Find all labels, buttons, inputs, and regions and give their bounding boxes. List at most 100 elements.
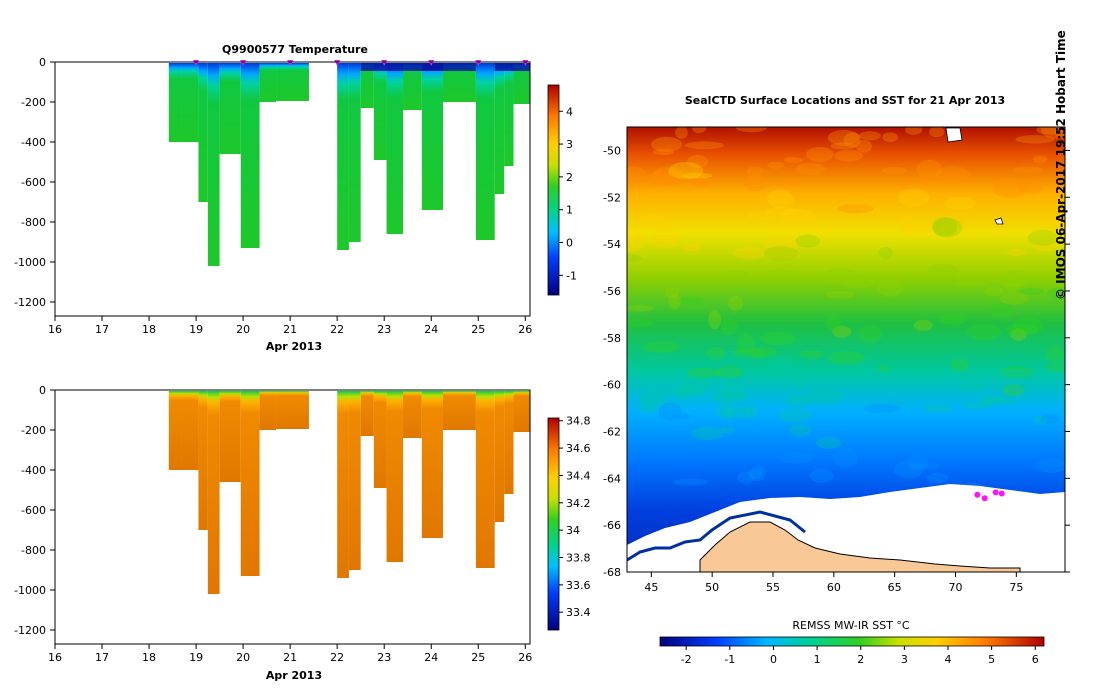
sst-blob <box>691 426 724 441</box>
sst-blob <box>795 234 821 248</box>
profile-column <box>403 391 422 438</box>
sst-blob <box>666 386 706 397</box>
sst-blob <box>876 278 904 297</box>
profile-column <box>198 63 208 202</box>
sst-blob <box>863 403 901 414</box>
sst-blob <box>821 268 861 285</box>
sst-blob <box>1032 239 1059 252</box>
sst-blob <box>777 408 813 423</box>
map-y-tick-label: -50 <box>603 144 621 157</box>
sst-blob <box>778 208 816 228</box>
y-tick-label: -400 <box>21 136 46 149</box>
profile-column <box>240 391 260 576</box>
sst-blob <box>746 166 764 178</box>
x-tick-label: 25 <box>471 323 485 336</box>
sst-blob <box>727 295 744 311</box>
sst-colorbar <box>659 636 1045 647</box>
map-title: SealCTD Surface Locations and SST for 21… <box>685 94 1005 107</box>
sst-blob <box>950 359 969 372</box>
temperature-y-ticks: 0 -200 -400 -600 -800 -1000 -1200 <box>14 56 55 309</box>
profile-column <box>276 63 309 101</box>
x-tick-label: 20 <box>236 651 250 664</box>
sst-blob <box>708 309 721 330</box>
colorbar-tick-label: -1 <box>566 269 577 282</box>
sst-blob <box>721 426 735 434</box>
sst-blob <box>668 161 704 180</box>
sst-blob <box>627 319 654 328</box>
sst-blob <box>735 127 768 133</box>
sst-blob <box>1032 155 1048 164</box>
sst-blob <box>1034 415 1049 425</box>
sst-blob <box>954 279 989 288</box>
x-tick-label: 26 <box>518 651 532 664</box>
profile-column <box>421 391 443 538</box>
sst-texture <box>627 127 1065 495</box>
sst-blob <box>638 400 657 414</box>
colorbar-tick-label: 34.4 <box>566 469 591 482</box>
colorbar-tick-label: 4 <box>566 105 573 118</box>
salinity-colorbar <box>547 417 560 631</box>
profile-column <box>513 63 530 104</box>
sst-blob <box>650 228 682 249</box>
profile-column <box>259 63 277 102</box>
cold-surface-band <box>494 63 530 71</box>
sst-blob <box>830 142 857 150</box>
sst-blob <box>762 250 801 260</box>
sst-blob <box>646 170 685 187</box>
sst-blob <box>1040 413 1060 424</box>
sst-blob <box>1015 135 1055 144</box>
map-y-tick-label: -62 <box>603 425 621 438</box>
profile-column <box>442 391 476 430</box>
sst-colorbar-ticks: -2 -1 0 1 2 3 4 5 6 <box>681 646 1039 666</box>
map-x-tick-label: 55 <box>766 581 780 594</box>
sst-blob <box>716 365 744 379</box>
sst-blob <box>881 166 908 175</box>
sst-blob <box>767 189 794 208</box>
sst-blob <box>901 223 942 236</box>
map-x-tick-label: 50 <box>705 581 719 594</box>
antarctic-landmass <box>699 521 1021 572</box>
profile-column <box>373 63 387 160</box>
profile-column <box>348 63 361 242</box>
y-tick-label: -200 <box>21 424 46 437</box>
sst-blob <box>676 386 690 400</box>
sst-blob <box>720 318 738 336</box>
map-x-tick-label: 45 <box>644 581 658 594</box>
sst-blob <box>826 314 841 331</box>
colorbar-tick-label: 3 <box>566 138 573 151</box>
sst-blob <box>878 246 893 260</box>
sst-blob <box>691 127 707 134</box>
temperature-title: Q9900577 Temperature <box>222 43 368 56</box>
map-x-tick-label: 65 <box>888 581 902 594</box>
profile-column <box>240 63 260 248</box>
salinity-panel: 16 17 18 19 20 21 22 23 24 25 26 0 -200 -400 -600 -800… <box>14 384 590 682</box>
salinity-profiles <box>168 391 530 594</box>
sst-blob <box>789 367 810 388</box>
sst-blob <box>1045 363 1065 372</box>
sst-blob <box>759 331 796 346</box>
sst-blob <box>1040 127 1065 139</box>
sst-blob <box>736 333 755 353</box>
sst-blob <box>799 349 825 359</box>
sst-blob <box>1002 384 1025 397</box>
sst-blob <box>675 127 688 139</box>
sst-blob <box>650 136 683 152</box>
map-y-tick-label: -52 <box>603 191 621 204</box>
seal-locations <box>974 489 1005 502</box>
profile-column <box>276 391 309 429</box>
sst-blob <box>733 348 746 358</box>
x-tick-label: 20 <box>236 323 250 336</box>
sst-blob <box>795 162 826 175</box>
sst-blob <box>708 350 747 362</box>
sst-blob <box>705 347 727 360</box>
sst-blob <box>627 232 646 253</box>
y-tick-label: 0 <box>39 384 46 397</box>
sst-blob <box>720 381 744 400</box>
sst-colorbar-tick-label: 4 <box>945 653 952 666</box>
sst-blob <box>1036 127 1064 135</box>
sst-blob <box>785 394 812 408</box>
y-tick-label: -400 <box>21 464 46 477</box>
sst-blob <box>827 129 860 146</box>
map-x-ticks: 45 50 55 60 65 70 75 <box>644 572 1023 594</box>
sst-blob <box>999 292 1029 305</box>
